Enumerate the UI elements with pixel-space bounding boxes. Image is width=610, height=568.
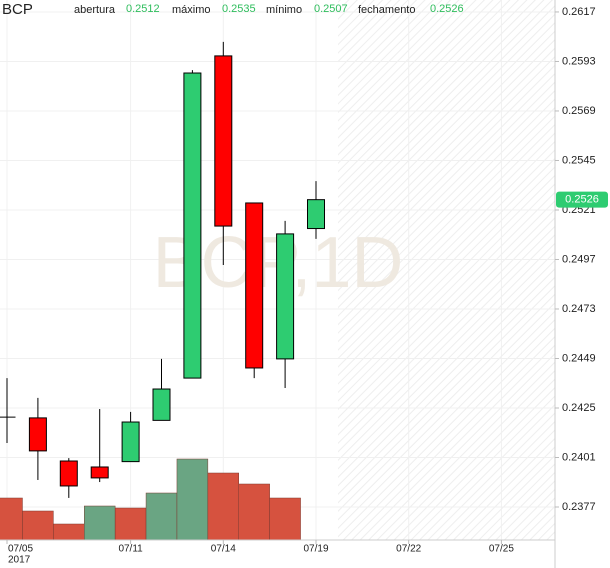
candle-body — [90, 466, 109, 479]
header-label: abertura — [74, 4, 116, 16]
price-tag-label: 0.2526 — [565, 194, 599, 206]
header-label: fechamento — [358, 4, 415, 16]
header-label: máximo — [172, 4, 211, 16]
future-area — [338, 0, 555, 540]
candle-body — [245, 202, 264, 369]
volume-bar — [114, 507, 147, 540]
header-value: 0.2512 — [126, 3, 160, 15]
y-tick-label: 0.2593 — [562, 55, 596, 67]
x-tick-label: 07/22 — [396, 544, 421, 555]
candle-body — [121, 421, 140, 463]
x-tick-label: 07/25 — [489, 544, 514, 555]
year-label: 2017 — [8, 555, 31, 566]
x-tick-label: 07/14 — [211, 544, 236, 555]
header-label: mínimo — [266, 4, 302, 16]
volume-bar — [22, 510, 54, 540]
x-tick-label: 07/05 — [8, 544, 33, 555]
candle-body — [152, 388, 171, 421]
y-tick-label: 0.2401 — [562, 451, 596, 463]
volume-bar — [238, 483, 270, 540]
volume-bar — [269, 497, 301, 540]
volume-bar — [145, 492, 178, 540]
y-tick-label: 0.2497 — [562, 253, 596, 265]
y-tick-label: 0.2449 — [562, 352, 596, 364]
header-value: 0.2526 — [430, 3, 464, 15]
candle-body — [183, 72, 202, 379]
y-tick-label: 0.2377 — [562, 501, 596, 513]
y-tick-label: 0.2569 — [562, 105, 596, 117]
candle-body — [214, 55, 233, 227]
candle-body — [28, 417, 47, 452]
x-tick-label: 07/11 — [118, 544, 143, 555]
y-tick-label: 0.2473 — [562, 303, 596, 315]
symbol: BCP — [2, 1, 33, 18]
candle-body — [276, 233, 295, 360]
volume-bar — [84, 505, 116, 540]
candle-body — [59, 460, 78, 487]
y-tick-label: 0.2545 — [562, 154, 596, 166]
candle-body — [307, 199, 325, 230]
volume-bar — [0, 497, 23, 540]
volume-bar — [53, 523, 85, 540]
x-tick-label: 07/19 — [303, 544, 328, 555]
volume-bar — [207, 472, 240, 540]
header-value: 0.2507 — [314, 3, 348, 15]
y-tick-label: 0.2617 — [562, 6, 596, 18]
volume-bar — [176, 458, 209, 540]
y-tick-label: 0.2425 — [562, 402, 596, 414]
price-tag — [556, 191, 608, 208]
header-value: 0.2535 — [222, 3, 256, 15]
